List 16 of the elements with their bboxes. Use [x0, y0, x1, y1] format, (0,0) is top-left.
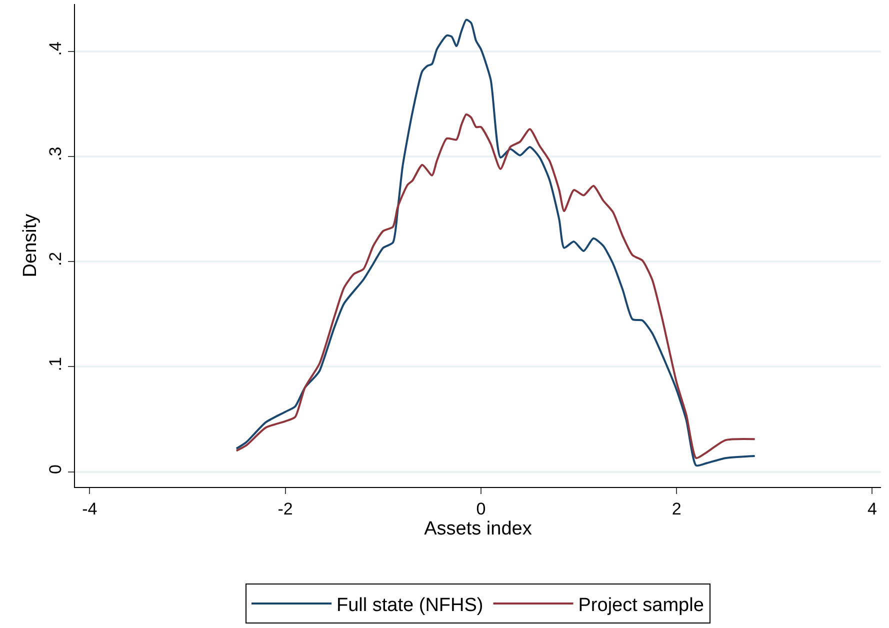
y-tick-label: .4 [46, 42, 66, 56]
line-series [235, 113, 756, 460]
x-tick-label: -2 [278, 499, 293, 518]
y-tick-label: .1 [46, 356, 66, 372]
x-tick-label: -4 [82, 499, 98, 518]
y-tick-label: 0 [46, 464, 66, 474]
legend-label: Project sample [578, 594, 704, 616]
legend-label: Full state (NFHS) [336, 594, 484, 616]
y-axis-title: Density [20, 213, 42, 278]
y-tick-label: .3 [46, 146, 66, 161]
x-tick-label: 4 [867, 499, 877, 518]
y-tick-label: .2 [46, 252, 66, 266]
x-tick-label: 2 [672, 499, 682, 518]
x-axis-title: Assets index [424, 518, 532, 540]
x-tick-label: 0 [476, 499, 486, 518]
line-series [235, 18, 756, 466]
